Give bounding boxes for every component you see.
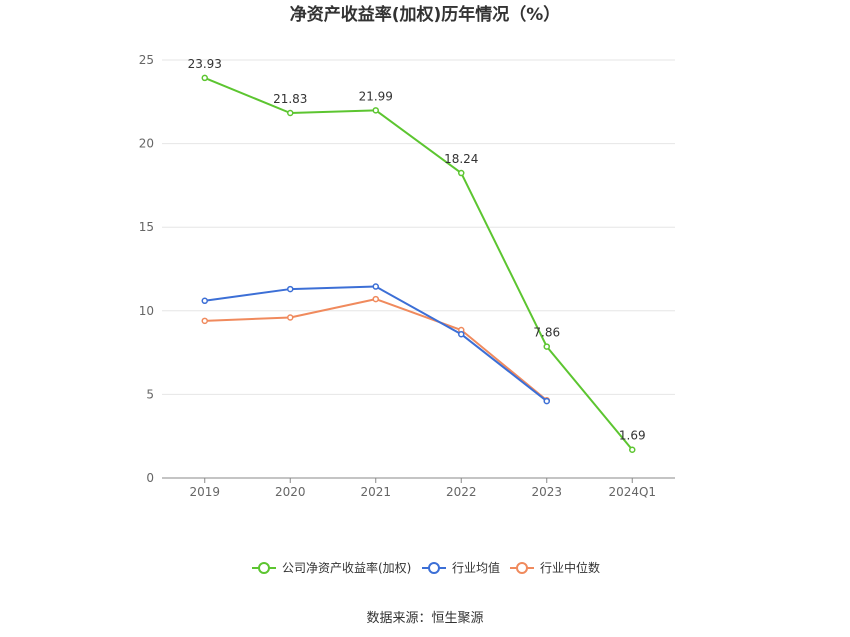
- data-point-1-4[interactable]: [543, 397, 550, 405]
- data-point-1-1[interactable]: [287, 285, 294, 293]
- data-point-0-0[interactable]: [201, 74, 208, 82]
- legend-marker: [258, 562, 270, 574]
- legend-marker: [428, 562, 440, 574]
- legend-item-2[interactable]: 行业中位数: [510, 560, 600, 575]
- y-tick-label: 25: [139, 53, 154, 67]
- grid-lines: [162, 59, 675, 395]
- x-tick-label: 2020: [275, 485, 306, 499]
- x-tick-label: 2021: [360, 485, 391, 499]
- data-labels: 23.93 21.83 21.99 18.24 7.86 1.69: [188, 57, 646, 443]
- legend-label: 公司净资产收益率(加权): [282, 560, 411, 575]
- data-point-2-1[interactable]: [287, 314, 294, 321]
- legend-item-1[interactable]: 行业均值: [422, 560, 500, 575]
- data-point-0-1[interactable]: [287, 109, 294, 117]
- x-tick-label: 2023: [531, 485, 562, 499]
- y-tick-label: 5: [146, 387, 154, 401]
- legend-label: 行业均值: [452, 560, 500, 575]
- data-point-1-3[interactable]: [458, 330, 465, 338]
- series-line-0: [204, 76, 634, 451]
- data-label: 21.99: [359, 89, 393, 103]
- legend-item-0[interactable]: 公司净资产收益率(加权): [252, 560, 411, 575]
- series-lines: [201, 74, 636, 453]
- data-label: 1.69: [619, 429, 646, 443]
- data-point-2-0[interactable]: [201, 317, 208, 325]
- y-tick-label: 0: [146, 471, 154, 485]
- data-label: 7.86: [533, 326, 560, 340]
- data-label: 21.83: [273, 92, 307, 106]
- data-point-0-5[interactable]: [629, 446, 636, 453]
- axes: 0 5 10 15 20 25 2019 2020 2021 2022 2023 2024Q1: [139, 53, 675, 499]
- x-tick-label: 2024Q1: [608, 485, 656, 499]
- data-point-1-0[interactable]: [201, 297, 208, 305]
- legend-marker: [516, 562, 528, 574]
- x-tick-label: 2022: [446, 485, 477, 499]
- data-point-0-2[interactable]: [372, 107, 379, 114]
- series-line-2: [204, 298, 548, 402]
- series-line-1: [204, 285, 548, 402]
- data-point-2-2[interactable]: [372, 295, 379, 303]
- legend: 公司净资产收益率(加权) 行业均值 行业中位数: [252, 560, 600, 575]
- source-note: 数据来源：恒生聚源: [366, 611, 483, 626]
- data-label: 23.93: [188, 57, 222, 71]
- data-label: 18.24: [444, 152, 478, 166]
- data-point-0-4[interactable]: [543, 343, 550, 350]
- data-point-0-3[interactable]: [458, 169, 465, 177]
- y-tick-label: 15: [139, 220, 154, 234]
- y-tick-label: 10: [139, 304, 154, 318]
- legend-label: 行业中位数: [540, 560, 600, 575]
- data-point-1-2[interactable]: [372, 283, 379, 290]
- chart-title: 净资产收益率(加权)历年情况（%）: [290, 4, 561, 25]
- y-tick-label: 20: [139, 137, 154, 151]
- x-tick-label: 2019: [189, 485, 220, 499]
